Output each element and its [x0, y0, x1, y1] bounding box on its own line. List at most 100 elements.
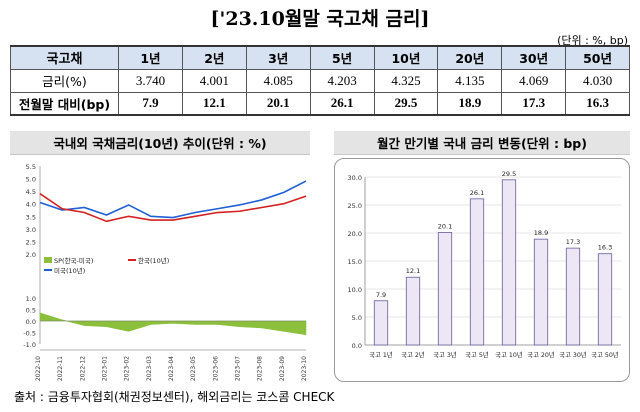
table-cell: 4.135	[437, 68, 503, 93]
table-row-change: 전월말 대비(bp) 7.9 12.1 20.1 26.1 29.5 18.9 …	[10, 91, 630, 116]
left-chart-title: 국내외 국채금리(10년) 추이(단위 : %)	[10, 131, 310, 155]
data-label: 26.1	[470, 189, 484, 197]
x-tick-label: 2023-07	[235, 356, 242, 381]
y-tick-label: 0.5	[26, 307, 36, 315]
table-row-rate: 금리(%) 3.740 4.001 4.085 4.203 4.325 4.13…	[10, 68, 630, 93]
header-cell: 국고채	[10, 45, 119, 70]
y-tick-label: 10.0	[348, 286, 362, 294]
y-tick-label: 4.5	[26, 188, 36, 196]
data-label: 12.1	[406, 267, 420, 275]
legend-spread-label: SP(한국-미국)	[54, 256, 93, 265]
legend-spread-swatch	[44, 257, 52, 263]
header-cell: 1년	[118, 45, 183, 70]
y-tick-label: 3.0	[26, 226, 36, 234]
x-tick-label: 국고 1년	[369, 350, 393, 359]
x-tick-label: 국고 10년	[495, 350, 523, 359]
table-cell: 3.740	[118, 68, 183, 93]
y-tick-label: 3.5	[26, 213, 36, 221]
data-label: 7.9	[376, 291, 386, 299]
bar	[533, 238, 549, 346]
header-cell: 5년	[309, 45, 375, 70]
us-10y-line	[39, 180, 307, 219]
bar	[597, 253, 613, 346]
kr-10y-line	[39, 192, 307, 223]
x-tick-label: 2023-03	[146, 356, 153, 381]
header-cell: 20년	[437, 45, 503, 70]
x-tick-label: 2022-11	[57, 356, 64, 381]
spread-area	[39, 312, 307, 336]
y-tick-label: 2.0	[26, 251, 36, 259]
x-tick-label: 국고 3년	[433, 350, 457, 359]
row-label: 전월말 대비(bp)	[10, 91, 119, 116]
x-tick-label: 2022-10	[35, 356, 42, 381]
data-label: 20.1	[438, 222, 452, 230]
y-tick-label: 0.0	[352, 342, 362, 350]
table-cell: 12.1	[181, 91, 247, 116]
bar	[469, 198, 485, 346]
y-tick-label: 1.0	[26, 295, 36, 303]
x-tick-label: 2023-04	[168, 356, 175, 381]
table-cell: 20.1	[245, 91, 311, 116]
x-tick-label: 2022-12	[79, 356, 86, 381]
data-label: 17.3	[566, 238, 580, 246]
legend-us-label: 미국(10년)	[54, 266, 85, 275]
x-tick-label: 2023-08	[257, 356, 264, 381]
rates-table: 국고채 1년 2년 3년 5년 10년 20년 30년 50년 금리(%) 3.…	[10, 45, 630, 116]
header-cell: 3년	[245, 45, 311, 70]
header-cell: 2년	[181, 45, 247, 70]
table-cell: 26.1	[309, 91, 375, 116]
row-label: 금리(%)	[10, 68, 119, 93]
y-tick-label: 4.0	[26, 201, 36, 209]
y-tick-label: 30.0	[348, 174, 362, 182]
table-cell: 18.9	[437, 91, 503, 116]
table-cell: 4.085	[245, 68, 311, 93]
y-tick-label: 2.5	[26, 238, 36, 246]
table-cell: 4.069	[501, 68, 567, 93]
legend-korea-label: 한국(10년)	[138, 256, 169, 265]
bar	[501, 179, 517, 346]
x-tick-label: 2023-05	[190, 356, 197, 381]
y-tick-label: 5.5	[26, 163, 36, 171]
yield-trend-svg: 5.5 5.0 4.5 4.0 3.5 3.0 2.5 2.0 1.0 0.5 0.0 -0.5 -1.…	[23, 163, 308, 381]
bar	[373, 300, 389, 346]
data-label: 29.5	[502, 170, 516, 178]
data-label: 16.3	[598, 244, 612, 252]
header-cell: 30년	[501, 45, 567, 70]
x-tick-label: 국고 2년	[401, 350, 425, 359]
bar	[437, 232, 453, 346]
source-note: 출처 : 금융투자협회(채권정보센터), 해외금리는 코스콤 CHECK	[14, 390, 335, 404]
header-cell: 50년	[565, 45, 630, 70]
x-tick-label: 국고 50년	[591, 350, 619, 359]
monthly-change-chart: 0.0 5.0 10.0 15.0 20.0 25.0 30.0 7.9 국고 1년 12.1 국고…	[334, 158, 630, 382]
x-tick-label: 2023-06	[212, 356, 219, 381]
yield-trend-chart: 5.5 5.0 4.5 4.0 3.5 3.0 2.5 2.0 1.0 0.5 0.0 -0.5 -1.…	[10, 158, 315, 382]
table-cell: 4.203	[309, 68, 375, 93]
y-tick-label: 25.0	[348, 202, 362, 210]
x-tick-label: 국고 30년	[559, 350, 587, 359]
table-cell: 4.325	[373, 68, 439, 93]
y-tick-label: 5.0	[352, 314, 362, 322]
y-tick-label: -0.5	[23, 330, 36, 338]
y-tick-label: 15.0	[348, 258, 362, 266]
x-tick-label: 2023-01	[102, 356, 109, 381]
data-label: 18.9	[534, 229, 548, 237]
unit-note: (단위 : %, bp)	[557, 34, 628, 47]
header-cell: 10년	[373, 45, 439, 70]
y-tick-label: 5.0	[26, 176, 36, 184]
table-header-row: 국고채 1년 2년 3년 5년 10년 20년 30년 50년	[10, 45, 630, 70]
bar	[405, 276, 421, 346]
monthly-change-svg: 0.0 5.0 10.0 15.0 20.0 25.0 30.0 7.9 국고 1년 12.1 국고…	[348, 170, 621, 359]
y-tick-label: 0.0	[26, 318, 36, 326]
table-cell: 4.001	[181, 68, 247, 93]
x-tick-label: 국고 5년	[465, 350, 489, 359]
table-cell: 4.030	[565, 68, 630, 93]
y-tick-label: 20.0	[348, 230, 362, 238]
bar	[565, 247, 581, 346]
page-title: ['23.10월말 국고채 금리]	[210, 8, 430, 30]
right-chart-title: 월간 만기별 국내 금리 변동(단위 : bp)	[334, 131, 630, 155]
table-cell: 29.5	[373, 91, 439, 116]
x-tick-label: 2023-10	[301, 356, 308, 381]
x-tick-label: 2023-02	[124, 356, 131, 381]
table-cell: 17.3	[501, 91, 567, 116]
table-cell: 7.9	[118, 91, 183, 116]
